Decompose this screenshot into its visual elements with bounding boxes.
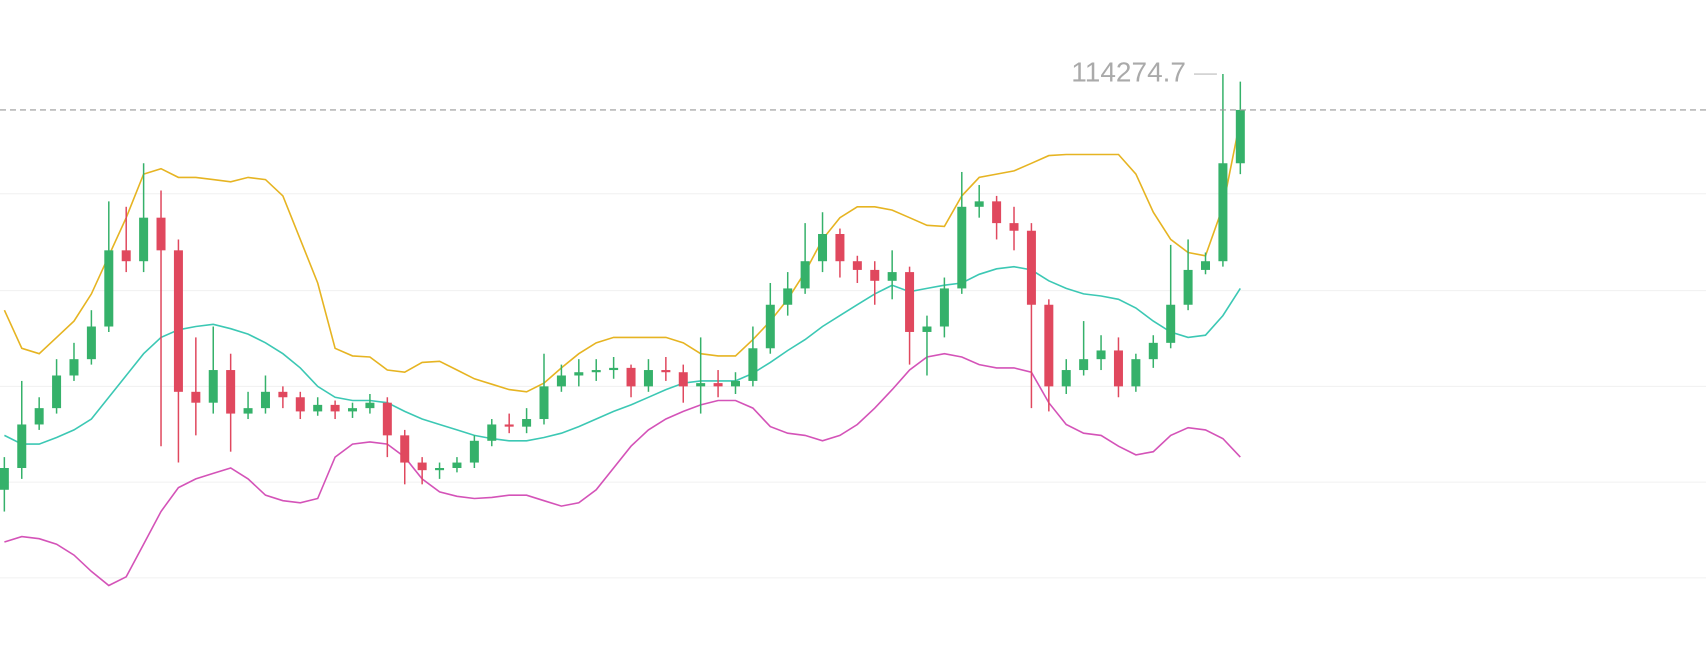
candle-body (574, 372, 584, 376)
candle-body (748, 348, 758, 381)
candle-body (469, 440, 479, 463)
candle-body (765, 304, 775, 349)
candle-body (835, 234, 845, 262)
candle-body (348, 408, 358, 412)
candle-body (678, 372, 688, 387)
candle-body (783, 288, 793, 305)
candle-body (17, 424, 27, 469)
candle-body (1079, 359, 1089, 371)
max-label: 114274.7 (1071, 56, 1186, 87)
candle-body (800, 261, 810, 289)
candle-body (365, 402, 375, 409)
candle-body (295, 397, 305, 412)
candle-body (1235, 109, 1245, 164)
candle-body (330, 404, 340, 412)
candle-body (591, 370, 601, 373)
candle-body (487, 424, 497, 441)
candle-body (1166, 304, 1176, 343)
candle-body (34, 408, 44, 425)
candle-body (957, 206, 967, 289)
candle-body (278, 391, 288, 398)
candle-body (173, 250, 183, 392)
candle-body (887, 272, 897, 281)
candle-body (1113, 350, 1123, 387)
candle-body (1148, 342, 1158, 360)
candle-body (1096, 350, 1106, 360)
candle-body (382, 402, 392, 436)
candle-body (52, 375, 62, 409)
candle-body (1218, 163, 1228, 262)
candle-body (69, 359, 79, 376)
candle-body (852, 261, 862, 270)
candle-body (939, 288, 949, 327)
candle-body (452, 462, 462, 469)
candle-body (208, 370, 218, 403)
candle-body (643, 370, 653, 387)
candle-body (243, 408, 253, 414)
band-line (4, 352, 1241, 587)
candle-body (1201, 261, 1211, 270)
candle-body (1044, 304, 1054, 387)
candle-body (104, 250, 114, 327)
candle-body (191, 391, 201, 403)
candle-body (922, 326, 932, 332)
candle-body (730, 380, 740, 387)
candle-body (818, 234, 828, 262)
candle-body (609, 367, 619, 371)
candle-body (86, 326, 96, 360)
candle-body (1009, 223, 1019, 231)
candle-body (1061, 370, 1071, 387)
candle-body (522, 419, 532, 427)
band-line (3, 119, 1242, 393)
candle-body (504, 424, 514, 427)
candle-body (713, 383, 723, 387)
candle-body (0, 468, 9, 490)
candle-body (1026, 230, 1036, 305)
candle-body (400, 435, 410, 463)
candle-body (435, 468, 445, 471)
candle-body (539, 386, 549, 420)
candle-body (992, 201, 1002, 224)
candle-body (156, 217, 166, 251)
candle-body (696, 383, 706, 387)
candle-body (417, 462, 427, 471)
candle-body (139, 217, 149, 262)
candle-body (905, 272, 915, 332)
candle-body (1131, 359, 1141, 387)
candle-body (626, 367, 636, 387)
candle-body (260, 391, 270, 409)
candle-body (870, 269, 880, 281)
candle-body (1183, 269, 1193, 305)
candle-body (121, 250, 131, 262)
candle-body (313, 404, 323, 412)
candle-body (974, 201, 984, 207)
candle-body (661, 370, 671, 373)
candle-body (556, 375, 566, 387)
candle-body (226, 370, 236, 414)
